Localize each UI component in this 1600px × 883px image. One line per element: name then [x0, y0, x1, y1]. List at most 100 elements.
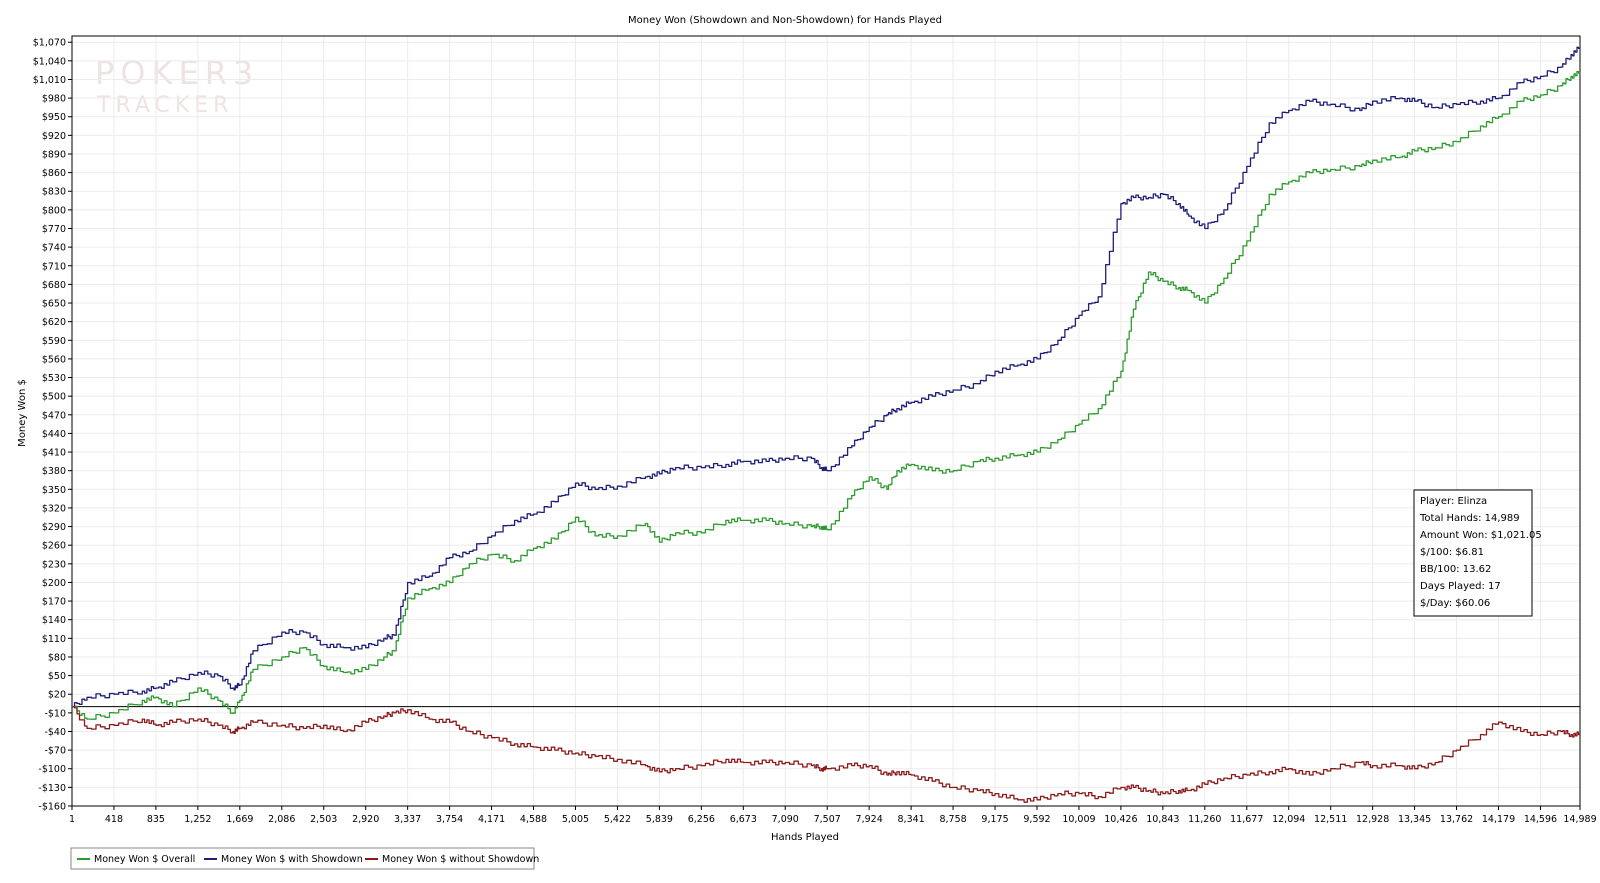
y-tick-label: $350 — [42, 485, 66, 496]
y-tick-label: -$130 — [38, 783, 66, 794]
stats-bb-per-100: BB/100: 13.62 — [1420, 564, 1491, 575]
x-tick-label: 418 — [105, 814, 123, 825]
y-tick-label: $230 — [42, 559, 66, 570]
x-tick-label: 8,758 — [939, 814, 966, 825]
legend-label-showdown: Money Won $ with Showdown — [221, 854, 363, 865]
legend-label-non-showdown: Money Won $ without Showdown — [382, 854, 539, 865]
x-tick-label: 13,762 — [1440, 814, 1473, 825]
y-tick-label: $50 — [48, 671, 66, 682]
x-tick-label: 10,426 — [1104, 814, 1137, 825]
y-tick-label: $950 — [42, 112, 66, 123]
x-tick-label: 9,592 — [1023, 814, 1050, 825]
series-line-2 — [72, 705, 1580, 803]
x-tick-label: 10,843 — [1146, 814, 1179, 825]
y-tick-label: $980 — [42, 94, 66, 105]
y-tick-label: -$10 — [44, 708, 66, 719]
y-tick-label: $320 — [42, 503, 66, 514]
y-tick-label: $740 — [42, 243, 66, 254]
y-tick-label: $140 — [42, 615, 66, 626]
stats-amount-won: Amount Won: $1,021.05 — [1420, 530, 1542, 541]
x-tick-label: 14,179 — [1482, 814, 1515, 825]
y-axis-label: Money Won $ — [17, 379, 28, 447]
x-tick-label: 14,596 — [1524, 814, 1557, 825]
y-tick-label: $500 — [42, 392, 66, 403]
legend: Money Won $ Overall Money Won $ with Sho… — [70, 847, 539, 870]
x-tick-label: 7,924 — [856, 814, 883, 825]
y-tick-label: $680 — [42, 280, 66, 291]
x-tick-label: 2,920 — [352, 814, 379, 825]
stats-box-frame — [1413, 489, 1533, 617]
stats-player: Player: Elinza — [1420, 496, 1487, 507]
x-tick-label: 11,260 — [1188, 814, 1221, 825]
x-tick-label: 4,171 — [478, 814, 505, 825]
x-tick-label: 3,754 — [436, 814, 463, 825]
y-tick-label: $440 — [42, 429, 66, 440]
x-axis-label: Hands Played — [771, 832, 839, 843]
x-tick-label: 6,673 — [730, 814, 757, 825]
y-tick-label: $110 — [42, 634, 66, 645]
x-tick-label: 1,669 — [226, 814, 253, 825]
x-tick-label: 2,086 — [268, 814, 295, 825]
y-tick-label: $380 — [42, 466, 66, 477]
x-tick-label: 835 — [147, 814, 165, 825]
grid — [71, 36, 1581, 807]
y-tick-label: $1,040 — [33, 56, 66, 67]
y-tick-label: $860 — [42, 168, 66, 179]
x-tick-label: 9,175 — [981, 814, 1008, 825]
series-line-0 — [72, 70, 1581, 720]
x-tick-label: 4,588 — [520, 814, 547, 825]
y-tick-label: $1,010 — [33, 75, 66, 86]
x-tick-label: 5,005 — [562, 814, 589, 825]
y-tick-label: $200 — [42, 578, 66, 589]
y-tick-label: $710 — [42, 261, 66, 272]
series-lines — [72, 46, 1581, 803]
x-tick-label: 12,511 — [1314, 814, 1347, 825]
y-tick-label: $170 — [42, 597, 66, 608]
x-tick-label: 6,256 — [688, 814, 715, 825]
y-tick-label: $830 — [42, 187, 66, 198]
y-tick-label: $890 — [42, 149, 66, 160]
y-tick-label: -$100 — [38, 764, 66, 775]
x-tick-label: 2,503 — [310, 814, 337, 825]
y-tick-label: -$70 — [44, 746, 66, 757]
x-tick-label: 10,009 — [1062, 814, 1095, 825]
y-tick-label: $650 — [42, 299, 66, 310]
x-tick-label: 5,422 — [604, 814, 631, 825]
x-tick-label: 7,090 — [772, 814, 799, 825]
legend-label-overall: Money Won $ Overall — [94, 854, 195, 865]
watermark-logo-sub: TRACKER — [96, 93, 233, 118]
x-tick-label: 1 — [69, 814, 75, 825]
y-tick-label: $920 — [42, 131, 66, 142]
watermark-logo: POKER3 — [95, 54, 259, 92]
y-tick-label: $770 — [42, 224, 66, 235]
y-tick-label: -$40 — [44, 727, 66, 738]
y-tick-label: $470 — [42, 410, 66, 421]
x-tick-label: 12,928 — [1356, 814, 1389, 825]
axes: -$160 -$130 -$100 -$70 -$40 -$10 $20 $50 $80 $110… — [33, 35, 1597, 825]
stats-dollars-per-100: $/100: $6.81 — [1420, 547, 1484, 558]
stats-days-played: Days Played: 17 — [1420, 581, 1501, 592]
y-tick-label: $530 — [42, 373, 66, 384]
y-tick-label: $800 — [42, 205, 66, 216]
y-tick-label: $80 — [48, 652, 66, 663]
y-tick-label: $20 — [48, 690, 66, 701]
stats-dollars-per-day: $/Day: $60.06 — [1420, 598, 1490, 609]
x-tick-label: 14,989 — [1563, 814, 1596, 825]
x-tick-label: 1,252 — [184, 814, 211, 825]
y-tick-label: $260 — [42, 541, 66, 552]
y-tick-label: $410 — [42, 448, 66, 459]
x-tick-label: 7,507 — [814, 814, 841, 825]
chart-title: Money Won (Showdown and Non-Showdown) fo… — [628, 15, 942, 26]
x-tick-label: 13,345 — [1398, 814, 1431, 825]
legend-frame — [70, 847, 535, 870]
x-tick-label: 5,839 — [646, 814, 673, 825]
y-tick-label: $620 — [42, 317, 66, 328]
x-tick-label: 8,341 — [898, 814, 925, 825]
stats-total-hands: Total Hands: 14,989 — [1419, 513, 1520, 524]
x-tick-label: 11,677 — [1230, 814, 1263, 825]
y-tick-label: $1,070 — [33, 38, 66, 49]
stats-box: Player: Elinza Total Hands: 14,989 Amoun… — [1413, 489, 1542, 617]
x-tick-label: 3,337 — [394, 814, 421, 825]
y-tick-label: $590 — [42, 336, 66, 347]
